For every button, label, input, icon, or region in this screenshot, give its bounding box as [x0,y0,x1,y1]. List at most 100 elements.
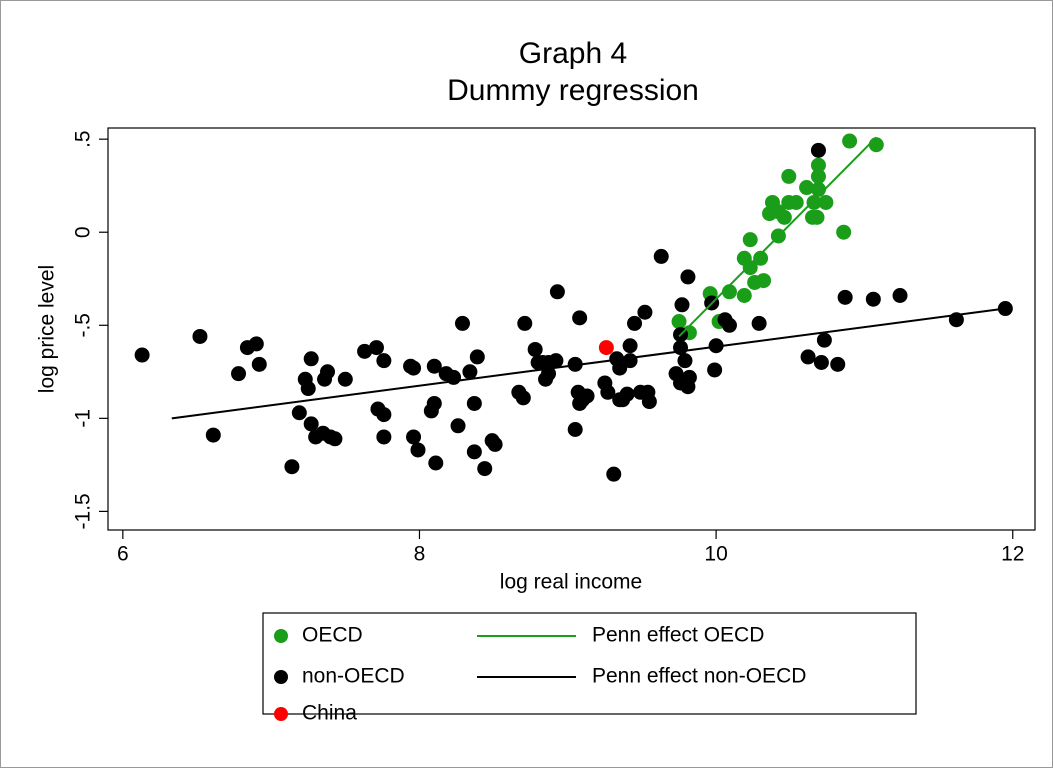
legend-label: Penn effect OECD [592,624,764,647]
data-point [781,194,797,210]
data-point [515,390,531,406]
data-point [612,360,628,376]
y-axis-title: log price level [36,265,59,393]
chart-title: Graph 4 [519,37,627,70]
data-point [810,168,826,184]
data-point [762,206,778,222]
x-tick-label: 8 [414,543,426,566]
data-point [836,224,852,240]
data-point [454,315,470,331]
data-point [406,429,422,445]
data-point [813,355,829,370]
data-point [721,317,737,333]
data-point [671,314,687,330]
data-point [868,137,884,153]
data-point [606,466,622,482]
legend-label: Penn effect non-OECD [592,665,806,688]
x-axis-title: log real income [500,571,642,594]
legend-label: OECD [302,624,363,647]
x-tick-label: 10 [704,543,727,566]
data-point [742,260,758,276]
data-point [622,338,638,354]
data-point [627,315,643,331]
legend-swatch [274,670,288,684]
data-point [251,356,267,372]
data-point [320,364,336,380]
data-point [677,353,693,369]
legend-label: China [302,702,357,725]
data-point [653,248,669,264]
data-point [781,168,797,184]
data-point [462,364,478,380]
data-point [600,384,616,400]
data-point [192,328,208,344]
data-point [572,310,588,326]
data-point [567,422,583,437]
data-point [477,461,493,477]
data-point [548,353,564,369]
data-point [680,379,696,395]
data-point [300,381,316,397]
data-point [527,341,543,357]
legend-box [262,612,917,715]
data-point [865,291,881,307]
fit-line [171,307,1006,420]
data-point [376,407,392,423]
data-point [742,232,758,248]
data-point [428,455,444,471]
chart-subtitle: Dummy regression [447,74,699,107]
y-tick-label: .5 [72,130,95,148]
data-point [376,353,392,369]
data-point [619,386,635,402]
data-point [674,297,690,313]
legend-swatch [274,629,288,643]
x-tick-label: 12 [1001,543,1024,566]
data-point [747,274,763,290]
data-point [842,133,858,149]
data-point [637,304,653,320]
data-point [410,442,426,458]
data-point [205,427,221,443]
data-point [809,209,825,225]
data-point [598,340,614,356]
data-point [776,209,792,225]
x-tick-label: 6 [117,543,129,566]
data-point [134,347,150,363]
data-point [450,418,466,434]
data-point [799,180,815,196]
data-point [248,336,264,352]
data-point [337,371,353,387]
data-point [641,394,657,410]
data-point [303,416,319,432]
data-point [751,315,767,331]
legend-label: non-OECD [302,665,405,688]
legend-swatch [274,707,288,721]
data-point [406,360,422,376]
y-tick-label: -1 [72,409,95,428]
data-point [376,429,392,445]
data-point [291,405,307,421]
data-point [549,284,565,300]
data-point [466,395,482,411]
data-point [426,395,442,411]
data-point [303,351,319,367]
plot-frame [107,127,1036,531]
data-point [368,340,384,356]
y-tick-label: -.5 [72,313,95,338]
data-point [800,349,816,365]
data-point [736,288,752,303]
data-point [426,358,442,374]
data-point [469,349,485,365]
data-point [231,366,247,382]
data-point [818,194,834,210]
data-point [830,356,846,372]
data-point [837,289,853,305]
data-point [892,288,908,303]
data-point [487,436,503,452]
y-tick-label: -1.5 [72,493,95,529]
data-point [622,353,638,369]
data-point [810,142,826,158]
data-point [517,315,533,331]
